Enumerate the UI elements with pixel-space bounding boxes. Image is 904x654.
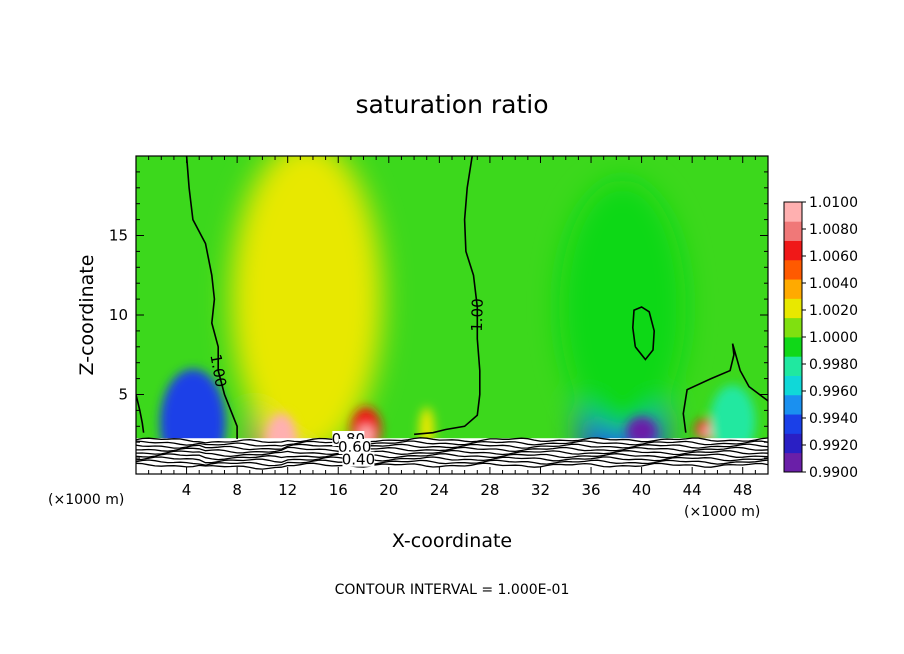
colorbar-swatch	[784, 394, 802, 415]
contour-label: 1.00	[206, 353, 230, 389]
colorbar-label: 0.9940	[809, 411, 858, 427]
ground-contour	[136, 443, 768, 451]
x-tick-label: 4	[182, 481, 192, 499]
x-tick-label: 16	[329, 481, 348, 499]
colorbar-label: 0.9900	[809, 465, 858, 481]
colorbar-swatch	[784, 221, 802, 241]
contour-interval-note: CONTOUR INTERVAL = 1.000E-01	[335, 582, 570, 598]
x-unit-left: (×1000 m)	[48, 492, 124, 508]
x-unit-right: (×1000 m)	[684, 504, 760, 520]
ground-contour	[136, 462, 768, 470]
contour-label: 0.40	[342, 451, 375, 469]
colorbar-swatch	[784, 356, 802, 376]
x-tick-label: 48	[733, 481, 752, 499]
colorbar-swatch	[784, 452, 802, 473]
colorbar-swatch	[784, 317, 802, 338]
colorbar-label: 1.0020	[809, 303, 858, 319]
field-core-dry-40b	[634, 428, 650, 442]
y-tick-label: 15	[109, 227, 128, 245]
contour-right_2	[682, 343, 768, 433]
x-tick-label: 20	[379, 481, 398, 499]
colorbar-label: 1.0100	[809, 195, 858, 211]
y-tick-label: 10	[109, 306, 128, 324]
y-tick-label: 5	[118, 386, 128, 404]
ground-contour	[136, 459, 768, 467]
x-tick-label: 24	[430, 481, 449, 499]
colorbar-swatch	[784, 375, 802, 396]
x-tick-label: 44	[683, 481, 702, 499]
contour-mid_1	[414, 156, 481, 436]
colorbar-swatch	[784, 414, 802, 434]
colorbar-swatch	[784, 279, 802, 299]
ground-contour	[136, 453, 768, 461]
contour-label: 0.60	[338, 438, 371, 456]
x-tick-label: 32	[531, 481, 550, 499]
x-axis-label: X-coordinate	[392, 530, 512, 552]
colorbar-label: 1.0060	[809, 249, 858, 265]
x-tick-label: 28	[480, 481, 499, 499]
x-tick-label: 36	[581, 481, 600, 499]
ground-contour	[136, 437, 768, 444]
contour-left_edge	[136, 394, 145, 433]
colorbar-label: 1.0040	[809, 276, 858, 292]
contour-label: 1.00	[468, 298, 487, 332]
ground-contour	[136, 449, 768, 458]
chart-title: saturation ratio	[355, 90, 548, 119]
colorbar-swatch	[784, 202, 802, 222]
ground-contour	[136, 446, 768, 454]
field-mid-38	[559, 179, 686, 435]
colorbar-label: 0.9960	[809, 384, 858, 400]
x-tick-label: 8	[232, 481, 242, 499]
ground-contour	[136, 440, 768, 447]
y-axis-label: Z-coordinate	[76, 255, 98, 376]
ground-contour	[136, 456, 768, 464]
colorbar-label: 0.9920	[809, 438, 858, 454]
colorbar-label: 1.0080	[809, 222, 858, 238]
plot-area: 1.001.000.800.600.40	[136, 156, 768, 474]
field-mid-14	[230, 156, 383, 459]
colorbar-swatch	[784, 433, 802, 454]
colorbar-label: 0.9980	[809, 357, 858, 373]
contour-left_1	[185, 156, 238, 439]
colorbar-label: 1.0000	[809, 330, 858, 346]
y-axis: 5 10 15	[109, 155, 768, 475]
x-tick-label: 12	[278, 481, 297, 499]
colorbar-swatch	[784, 259, 802, 280]
x-axis: 4 8 12 16 20 24 28 32 36 40 44 48	[135, 156, 769, 499]
colorbar: 1.0100 1.0080 1.0060 1.0040 1.0020 1.0000 0.99…	[783, 195, 858, 481]
colorbar-swatch	[784, 298, 802, 319]
x-tick-label: 40	[632, 481, 651, 499]
colorbar-swatch	[784, 240, 802, 261]
contour-label-bg	[338, 438, 371, 454]
colorbar-swatch	[784, 337, 802, 357]
contour-label-bg	[342, 451, 375, 467]
contour-right_1	[631, 306, 656, 361]
